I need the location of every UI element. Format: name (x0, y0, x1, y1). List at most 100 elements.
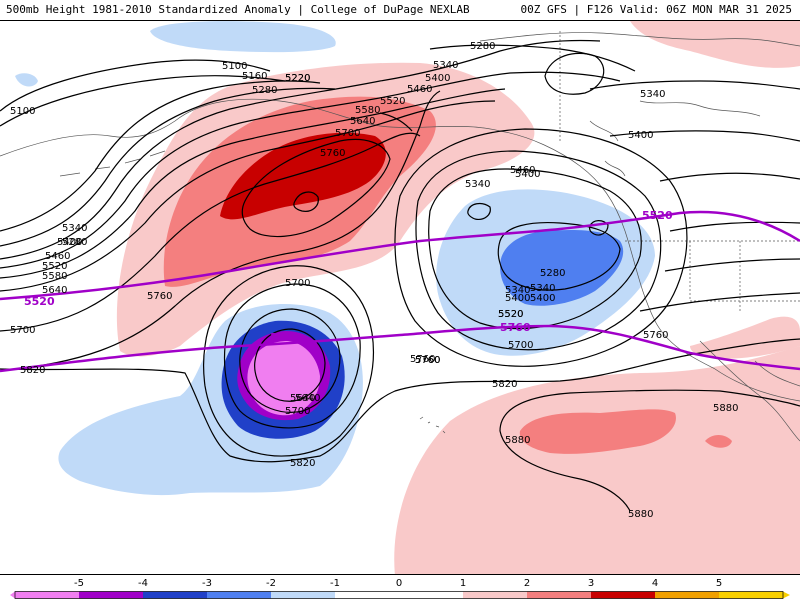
highlight-label: 5520 (642, 209, 673, 222)
contour-label: 5400 (530, 293, 555, 304)
colorbar-tick-label: 3 (588, 578, 594, 589)
coastlines (0, 31, 800, 442)
contour-label: 5280 (252, 85, 277, 96)
highlight-labels: 5520 5520 5760 5760 (24, 209, 673, 344)
contour-label: 5160 (242, 71, 267, 82)
colorbar-ticks: -5 -4 -3 -2 -1 0 1 2 3 4 5 (74, 578, 722, 589)
contour-label: 5520 (498, 309, 523, 320)
height-contours (0, 39, 800, 512)
contour-5580 (379, 112, 413, 132)
contour-label: 5640 (42, 285, 67, 296)
contour-label: 5760 (415, 355, 440, 366)
anomaly-neg1-left (15, 73, 38, 87)
contour-label: 5400 (515, 169, 540, 180)
map-title: 500mb Height 1981-2010 Standardized Anom… (6, 3, 470, 16)
colorbar-tick-label: 1 (460, 578, 466, 589)
colorbar-tip-left (10, 591, 15, 599)
contour-label: 5460 (510, 165, 535, 176)
colorbar-tick-label: -2 (266, 578, 276, 589)
colorbar-seg-pos5 (719, 591, 783, 599)
contour-label: 5280 (62, 237, 87, 248)
contour-5340 (0, 39, 601, 260)
contour-label: 5640 (350, 116, 375, 127)
aleutian-islands (59, 150, 166, 177)
contour-ne-5280 (429, 44, 636, 72)
contour-5280 (0, 87, 336, 247)
hawaii-islands (419, 416, 446, 434)
contour-label: 5640 (290, 393, 315, 404)
contour-label: 5700 (10, 325, 35, 336)
contour-label: 5520 (42, 261, 67, 272)
contour-label: 5700 (335, 128, 360, 139)
contour-label: 5220 (285, 73, 310, 84)
colorbar-seg-neg1 (271, 591, 335, 599)
contour-label: 5880 (505, 435, 530, 446)
colorbar-tick-label: 5 (716, 578, 722, 589)
contour-trough-5340 (428, 168, 642, 330)
contour-trough-5280 (497, 221, 621, 291)
contour-5700 (241, 138, 391, 238)
coastline-arctic (479, 32, 800, 47)
contour-label: 5760 (147, 291, 172, 302)
contour-label: 5760 (643, 330, 668, 341)
contour-labels: 5280 5340 5400 5460 5520 5580 5640 5700 … (10, 41, 738, 520)
anomaly-pos2-south-b (705, 435, 732, 448)
contour-label: 5580 (42, 271, 67, 282)
coastline-alaska (0, 98, 800, 402)
contour-label: 5340 (505, 285, 530, 296)
anomaly-pos1-mexico (690, 316, 800, 359)
colorbar-tick-label: 4 (652, 578, 658, 589)
contour-5160 (0, 75, 286, 127)
contour-label: 5340 (465, 179, 490, 190)
contour-label: 5460 (45, 251, 70, 262)
colorbar-svg: -5 -4 -3 -2 -1 0 1 2 3 4 5 (10, 578, 790, 599)
contour-label: 5100 (222, 61, 247, 72)
contour-label: 5760 (320, 148, 345, 159)
colorbar-tick-label: -5 (74, 578, 84, 589)
contour-label: 5280 (470, 41, 495, 52)
contour-label: 5400 (57, 237, 82, 248)
map-panel: 5280 5340 5400 5460 5520 5580 5640 5700 … (0, 20, 800, 575)
colorbar-tip-right (783, 591, 790, 599)
contour-label: 5700 (285, 406, 310, 417)
contour-label: 5820 (492, 379, 517, 390)
coastline-canada-islands (589, 100, 761, 177)
contour-ne-5400 (609, 130, 800, 142)
contour-label: 5460 (407, 84, 432, 95)
contour-label: 5400 (628, 130, 653, 141)
contour-label: 5340 (62, 223, 87, 234)
highlight-label: 5520 (24, 295, 55, 308)
contour-5400 (0, 71, 621, 269)
contour-label: 5820 (20, 365, 45, 376)
colorbar-tick-label: -4 (138, 578, 148, 589)
anomaly-map: 5280 5340 5400 5460 5520 5580 5640 5700 … (0, 21, 800, 574)
contour-ne-5460 (659, 172, 800, 182)
contour-label: 5640 (295, 393, 320, 404)
colorbar-tick-label: -1 (330, 578, 340, 589)
anomaly-pos1-south (394, 346, 800, 574)
contour-label: 5340 (433, 60, 458, 71)
contour-5520 (0, 100, 496, 292)
highlight-label: 5760 (270, 331, 301, 344)
contour-label: 5760 (415, 355, 440, 366)
contour-trough-small (467, 202, 491, 220)
contour-label: 5880 (628, 509, 653, 520)
anomaly-pos3-alaska (220, 132, 386, 220)
anomaly-pos1-north (630, 21, 800, 68)
contour-low-5580 (254, 328, 326, 402)
run-info: 00Z GFS | F126 Valid: 06Z MON MAR 31 202… (520, 3, 792, 16)
contour-trough-5520 (394, 128, 688, 367)
contour-5820 (0, 338, 800, 463)
anomaly-neg5-low (247, 341, 320, 416)
contour-label: 5520 (498, 309, 523, 320)
contour-low-5640 (239, 308, 341, 413)
colorbar-tick-label: 0 (396, 578, 402, 589)
highlight-5760 (0, 324, 800, 373)
colorbar-seg-neg5 (15, 591, 79, 599)
highlight-5520 (0, 210, 800, 301)
contour-label: 5820 (290, 458, 315, 469)
colorbar-tick-label: -3 (202, 578, 212, 589)
anomaly-colorbar: -5 -4 -3 -2 -1 0 1 2 3 4 5 (0, 575, 800, 600)
colorbar-seg-pos3 (591, 591, 655, 599)
contour-label: 5220 (285, 73, 310, 84)
